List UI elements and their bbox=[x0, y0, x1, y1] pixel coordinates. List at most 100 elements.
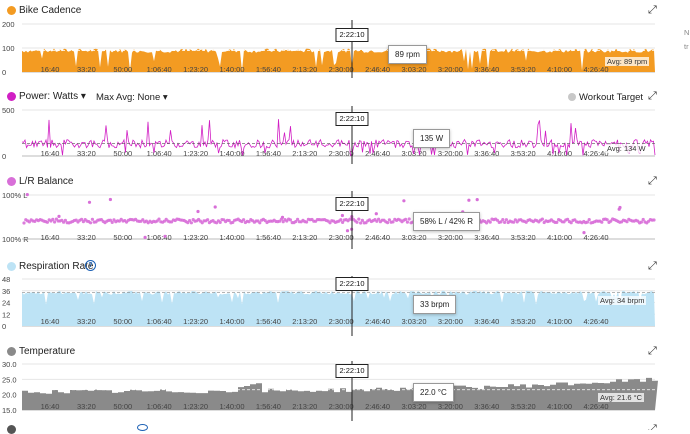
balance-point bbox=[475, 198, 479, 202]
x-tick-label: 4:26:40 bbox=[583, 233, 608, 242]
x-tick-label: 2:13:20 bbox=[292, 65, 317, 74]
x-tick-label: 3:36:40 bbox=[474, 65, 499, 74]
x-tick-label: 2:30:00 bbox=[329, 317, 354, 326]
x-tick-label: 1:40:00 bbox=[219, 149, 244, 158]
temperature-chart[interactable]: 30.0 25.0 20.0 15.0 16:40 33:20 50:00 1:06:40 1:… bbox=[0, 360, 690, 421]
x-tick-label: 1:06:40 bbox=[147, 65, 172, 74]
expand-icon[interactable]: ⤢ bbox=[648, 345, 657, 357]
balance-point bbox=[80, 217, 84, 221]
x-tick-label: 3:03:20 bbox=[401, 65, 426, 74]
balance-point bbox=[163, 234, 167, 238]
y-tick-label: 30.0 bbox=[2, 360, 17, 369]
balance-point bbox=[89, 221, 93, 225]
balance-point bbox=[609, 219, 613, 223]
x-tick-label: 1:23:20 bbox=[183, 149, 208, 158]
x-tick-label: 16:40 bbox=[41, 65, 60, 74]
x-tick-label: 33:20 bbox=[77, 233, 96, 242]
expand-icon[interactable]: ⤢ bbox=[648, 260, 657, 272]
balance-point bbox=[247, 220, 251, 224]
balance-point bbox=[407, 217, 411, 221]
respiration-area bbox=[22, 290, 655, 326]
balance-point bbox=[143, 235, 147, 239]
balance-point bbox=[495, 218, 499, 222]
balance-point bbox=[641, 217, 645, 222]
balance-point bbox=[51, 217, 55, 221]
power-chart[interactable]: 500 0 16:40 33:20 50:00 1:06:40 1:23:20 1:40:00… bbox=[0, 106, 690, 164]
average-label: Avg: 89 rpm bbox=[605, 57, 650, 66]
x-tick-label: 3:20:00 bbox=[438, 149, 463, 158]
max-avg-label: Max Avg: None bbox=[96, 92, 161, 103]
help-icon[interactable]: ? bbox=[85, 260, 96, 271]
x-tick-label: 1:40:00 bbox=[219, 402, 244, 411]
cadence-chart[interactable]: 200 100 0 16:40 33:20 50:00 1:06:40 1:23:20 1:40… bbox=[0, 20, 690, 78]
series-color-dot bbox=[7, 6, 16, 15]
y-tick-label: 25.0 bbox=[2, 375, 17, 384]
y-tick-label: 100% R bbox=[2, 235, 29, 244]
x-tick-label: 1:23:20 bbox=[183, 317, 208, 326]
balance-point bbox=[296, 217, 300, 221]
cadence-chart-svg: 200 100 0 16:40 33:20 50:00 1:06:40 1:23:20 1:40… bbox=[2, 20, 655, 78]
x-tick-label: 50:00 bbox=[113, 317, 132, 326]
workout-target-label[interactable]: Workout Target bbox=[579, 92, 644, 103]
x-tick-label: 1:56:40 bbox=[256, 317, 281, 326]
workout-target-toggle-icon[interactable] bbox=[568, 93, 576, 101]
balance-point bbox=[499, 220, 503, 224]
y-tick-label: 36 bbox=[2, 287, 10, 296]
max-avg-dropdown[interactable]: Max Avg: None ▾ bbox=[96, 92, 168, 103]
x-tick-label: 4:10:00 bbox=[547, 149, 572, 158]
balance-point bbox=[359, 221, 363, 225]
average-label: Avg: 34 brpm bbox=[598, 296, 647, 305]
x-tick-label: 3:53:20 bbox=[511, 149, 536, 158]
x-tick-label: 3:36:40 bbox=[474, 149, 499, 158]
x-tick-label: 4:10:00 bbox=[547, 402, 572, 411]
x-tick-label: 3:03:20 bbox=[401, 317, 426, 326]
respiration-chart[interactable]: 48 36 24 12 0 16:40 33:20 50:00 1:06:40 1:23:20 1:… bbox=[0, 275, 690, 336]
chevron-down-icon: ▾ bbox=[80, 91, 86, 102]
balance-point bbox=[294, 219, 298, 224]
power-metric-dropdown[interactable]: Power: Watts ▾ bbox=[19, 91, 86, 102]
panel-title: Bike Cadence bbox=[19, 5, 82, 16]
x-tick-label: 4:26:40 bbox=[583, 149, 608, 158]
cursor-time-label: 2:22:10 bbox=[335, 112, 369, 126]
x-tick-label: 3:53:20 bbox=[511, 402, 536, 411]
balance-point bbox=[206, 218, 210, 222]
expand-icon[interactable]: ⤢ bbox=[648, 175, 657, 187]
balance-point bbox=[328, 221, 332, 225]
balance-point bbox=[227, 218, 231, 223]
x-tick-label: 2:46:40 bbox=[365, 233, 390, 242]
x-tick-label: 50:00 bbox=[113, 65, 132, 74]
y-tick-label: 0 bbox=[2, 152, 6, 161]
x-tick-label: 1:23:20 bbox=[183, 233, 208, 242]
balance-chart[interactable]: 100% L 100% R 16:40 33:20 50:00 1:06:40 1:23:2… bbox=[0, 191, 690, 249]
x-tick-label: 2:13:20 bbox=[292, 233, 317, 242]
x-tick-label: 3:03:20 bbox=[401, 402, 426, 411]
x-tick-label: 4:10:00 bbox=[547, 233, 572, 242]
chevron-down-icon: ▾ bbox=[162, 92, 168, 103]
x-tick-label: 50:00 bbox=[113, 149, 132, 158]
balance-point bbox=[504, 218, 508, 222]
balance-point bbox=[213, 205, 217, 209]
y-tick-label: 0 bbox=[2, 68, 6, 77]
x-tick-label: 2:13:20 bbox=[292, 317, 317, 326]
x-tick-label: 33:20 bbox=[77, 317, 96, 326]
balance-point bbox=[108, 197, 112, 202]
expand-icon: ⤢ bbox=[648, 424, 657, 430]
balance-point bbox=[374, 212, 378, 216]
average-label: Avg: 21.6 °C bbox=[598, 393, 645, 402]
power-metric-label: Power: Watts bbox=[19, 91, 79, 102]
balance-point bbox=[585, 220, 590, 224]
x-tick-label: 2:13:20 bbox=[292, 402, 317, 411]
balance-point bbox=[157, 217, 161, 221]
balance-point bbox=[355, 220, 359, 224]
x-tick-label: 3:53:20 bbox=[511, 317, 536, 326]
balance-point bbox=[625, 220, 629, 224]
series-color-dot bbox=[7, 262, 16, 271]
y-tick-label: 12 bbox=[2, 310, 10, 319]
panel-header: L/R Balance ⤢ bbox=[0, 173, 690, 189]
balance-point bbox=[582, 231, 586, 235]
expand-icon[interactable]: ⤢ bbox=[648, 4, 657, 16]
expand-icon[interactable]: ⤢ bbox=[648, 90, 657, 102]
panel-header: Power: Watts ▾ Max Avg: None ▾ Workout T… bbox=[0, 88, 690, 104]
y-tick-label: 15.0 bbox=[2, 406, 17, 415]
y-tick-label: 20.0 bbox=[2, 391, 17, 400]
